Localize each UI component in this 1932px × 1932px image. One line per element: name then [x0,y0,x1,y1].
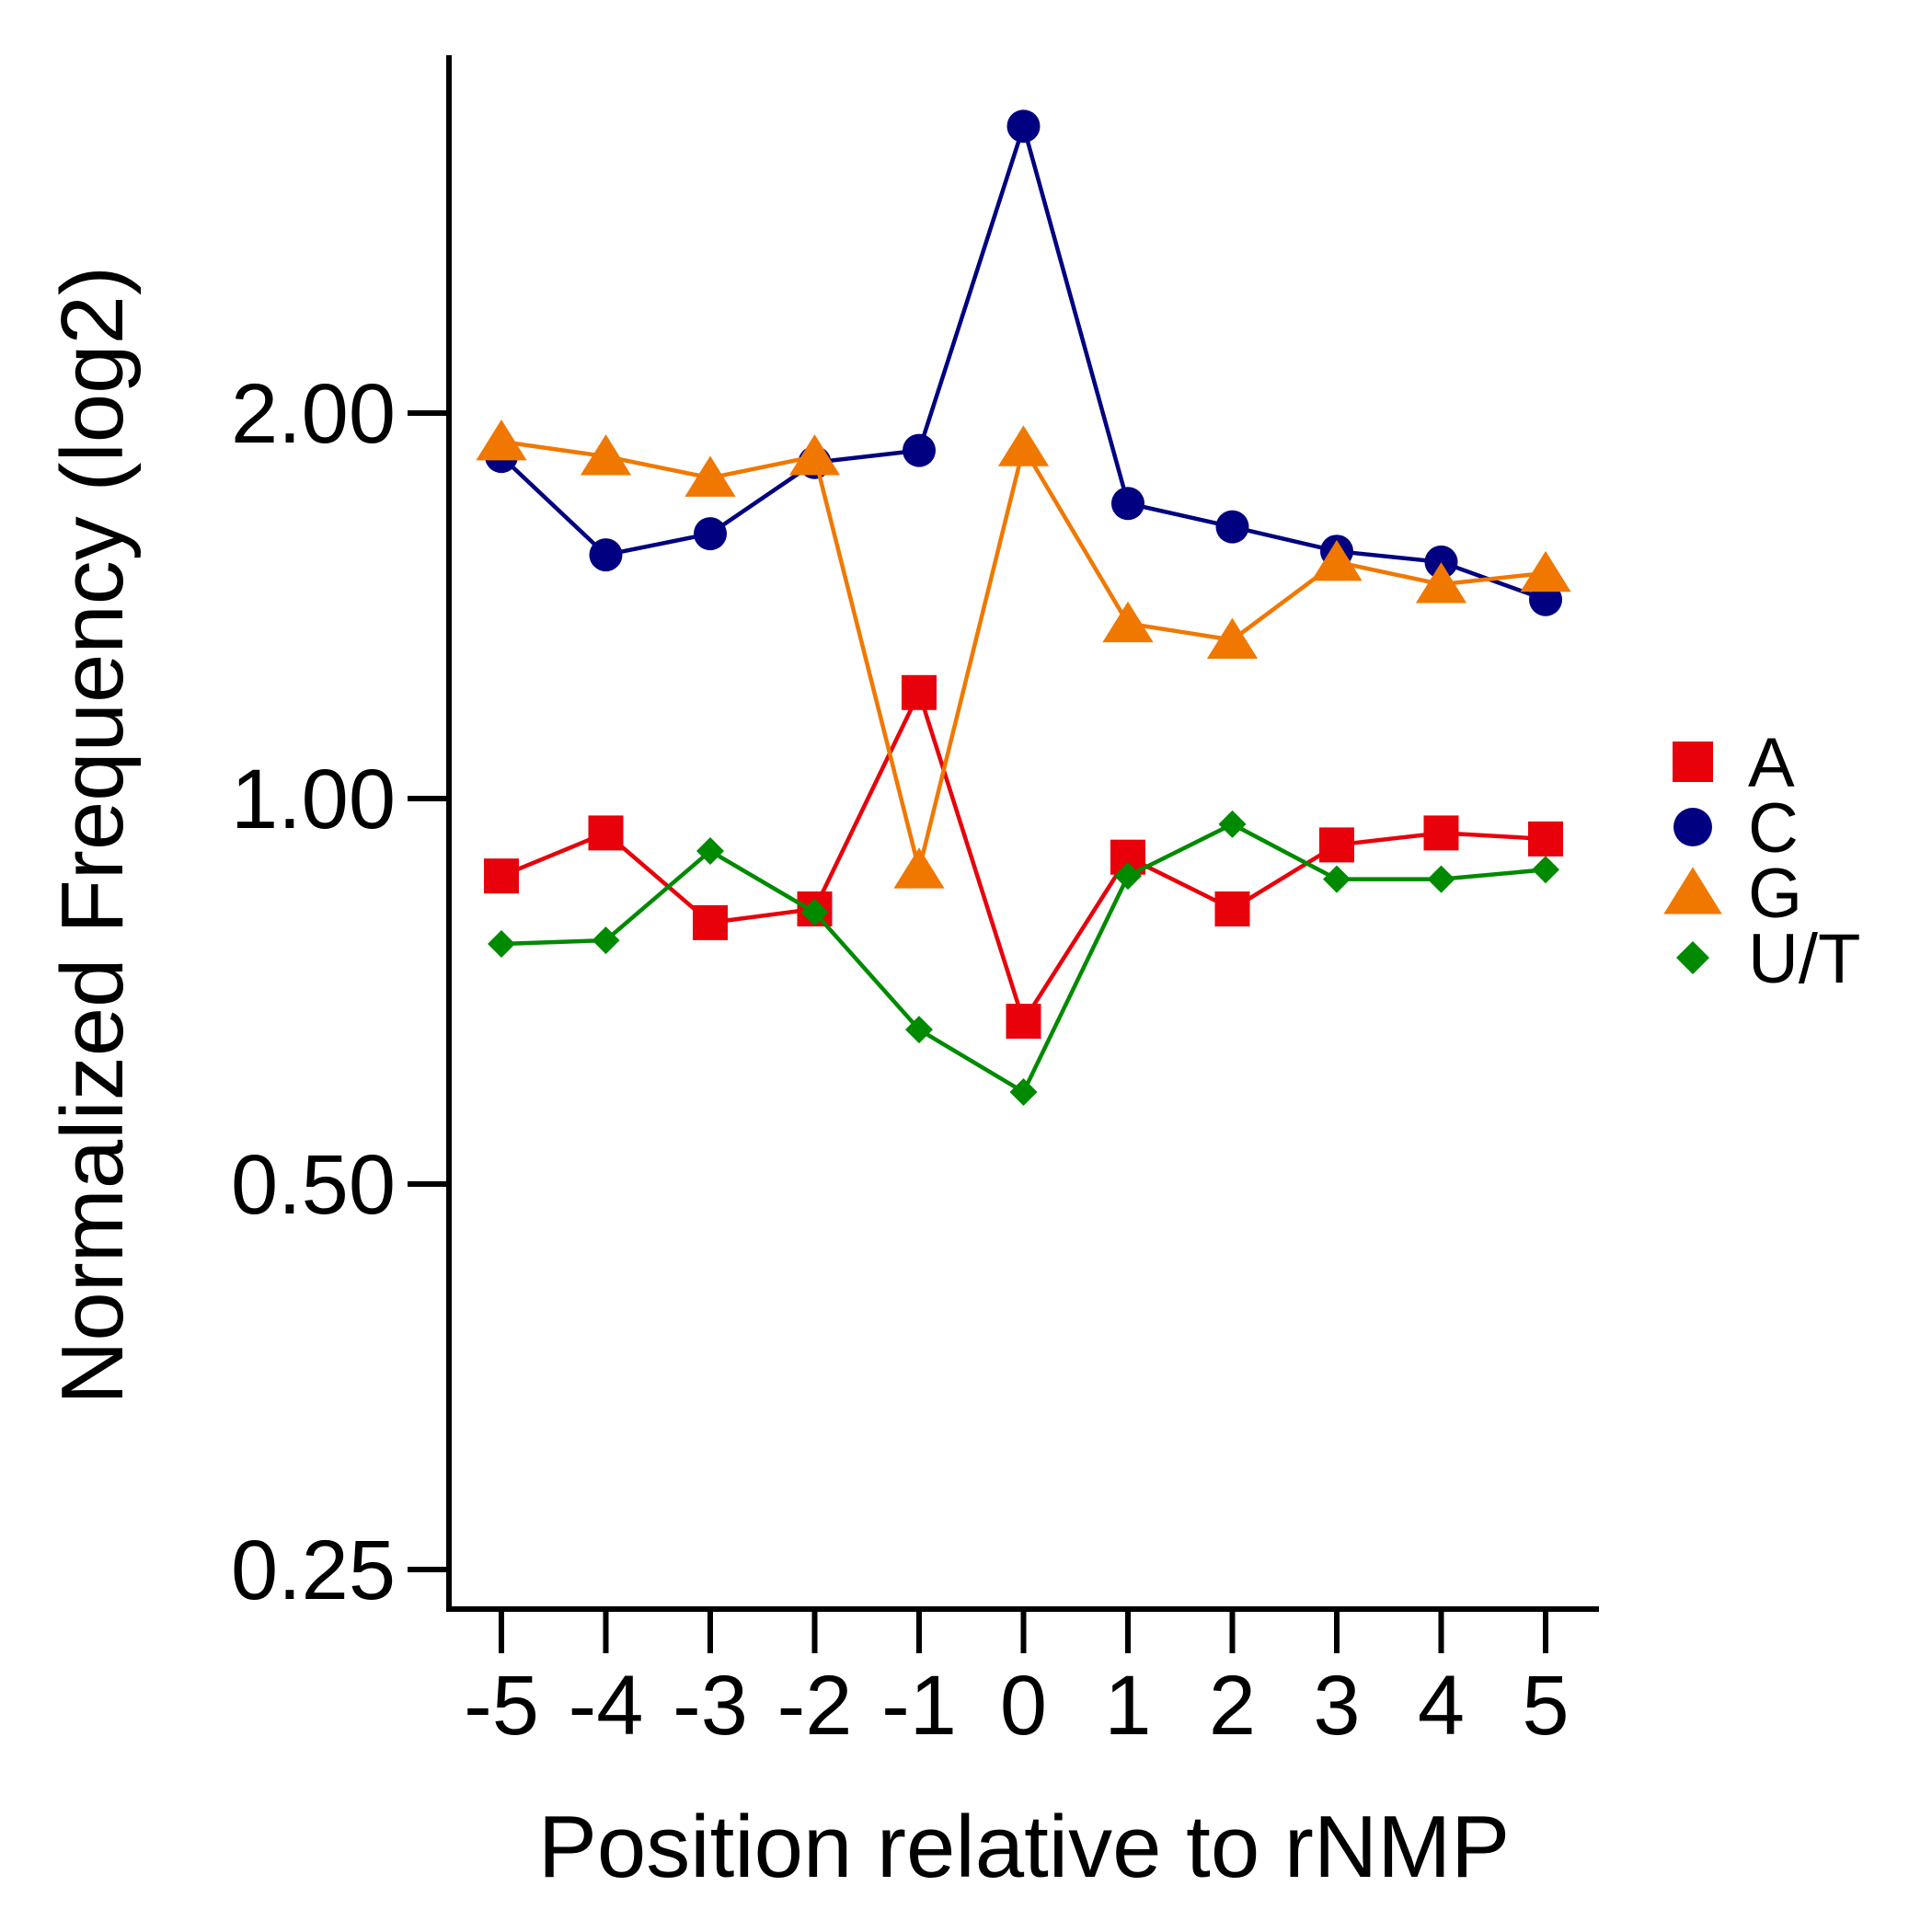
series-g [476,420,1571,889]
data-point-c [903,433,936,467]
x-tick-label: 0 [1000,1659,1047,1753]
data-point-g [1415,562,1467,604]
data-point-c [1111,487,1144,521]
data-point-a [902,674,937,710]
series-line-g [500,439,1547,870]
series-c [485,109,1562,616]
x-tick-label: -5 [464,1659,539,1753]
data-point-u-t [1009,1077,1038,1106]
data-point-a [693,904,728,940]
legend-item-u-t: U/T [1676,920,1860,998]
data-point-g [1206,617,1259,660]
data-point-g [476,420,527,461]
y-axis-ticks: 0.25 0.50 1.00 2.00 [231,367,449,1617]
series-line-c [500,119,1547,602]
x-axis-title: Position relative to rNMP [538,1798,1510,1896]
x-axis-ticks: -5 -4 -3 -2 -1 0 1 2 3 4 5 [464,1612,1570,1753]
legend-swatch-u-t [1676,941,1709,974]
y-tick-label: 1.00 [231,753,396,846]
data-point-u-t [488,929,515,958]
legend-swatch-c [1673,808,1712,846]
legend-label-c: C [1748,789,1799,868]
data-point-a [1319,827,1354,863]
data-point-a [1528,821,1563,857]
y-tick-label: 0.50 [231,1138,396,1232]
legend-swatch-a [1673,742,1713,782]
data-point-u-t [1218,810,1247,838]
legend-label-u-t: U/T [1748,920,1860,998]
data-point-g [1102,601,1154,643]
y-axis-title: Normalized Frequency (log2) [43,266,142,1405]
x-tick-label: -2 [777,1659,853,1753]
data-point-a [1006,1004,1041,1040]
data-point-g [1311,539,1363,581]
data-point-g [684,455,736,497]
data-point-a [1423,815,1459,851]
legend-item-c: C [1673,789,1799,868]
data-point-u-t [1427,865,1455,893]
legend-label-a: A [1748,724,1795,802]
x-tick-label: 1 [1104,1659,1151,1753]
y-tick-label: 2.00 [231,367,396,461]
data-point-u-t [592,926,620,955]
data-point-u-t [1114,862,1142,891]
data-point-a [484,858,519,894]
data-point-g [1520,550,1571,592]
data-point-u-t [1323,865,1351,893]
data-point-g [580,434,632,476]
x-tick-label: 4 [1418,1659,1465,1753]
legend-label-g: G [1748,855,1802,933]
x-tick-label: -4 [569,1659,644,1753]
series-line-u-t [500,822,1547,1096]
x-tick-label: -3 [673,1659,748,1753]
data-point-c [694,517,727,551]
plot-area: 0.25 0.50 1.00 2.00 -5 -4 -3 -2 -1 0 1 2 3 4 5 [231,55,1599,1753]
y-tick-label: 0.25 [231,1524,396,1617]
series-a [484,674,1563,1040]
x-tick-label: 5 [1522,1659,1569,1753]
data-point-u-t [905,1016,933,1044]
data-point-c [1424,545,1458,579]
data-point-u-t [800,898,829,926]
x-tick-label: 2 [1209,1659,1256,1753]
data-point-g [997,425,1050,466]
data-point-a [1214,891,1250,926]
data-point-u-t [696,837,724,866]
series-layer [476,109,1571,1106]
data-point-c [589,538,623,572]
x-tick-label: 3 [1313,1659,1360,1753]
legend-swatch-g [1663,867,1722,914]
data-point-c [1215,510,1249,544]
x-tick-label: -1 [881,1659,957,1753]
series-line-a [500,686,1547,1027]
data-point-g [893,847,945,889]
legend-item-a: A [1673,724,1795,802]
data-point-g [788,434,841,476]
data-point-u-t [1532,856,1559,884]
data-point-a [588,815,624,851]
series-u-t [488,810,1559,1106]
legend-item-g: G [1663,855,1802,933]
data-point-c [1006,109,1041,144]
